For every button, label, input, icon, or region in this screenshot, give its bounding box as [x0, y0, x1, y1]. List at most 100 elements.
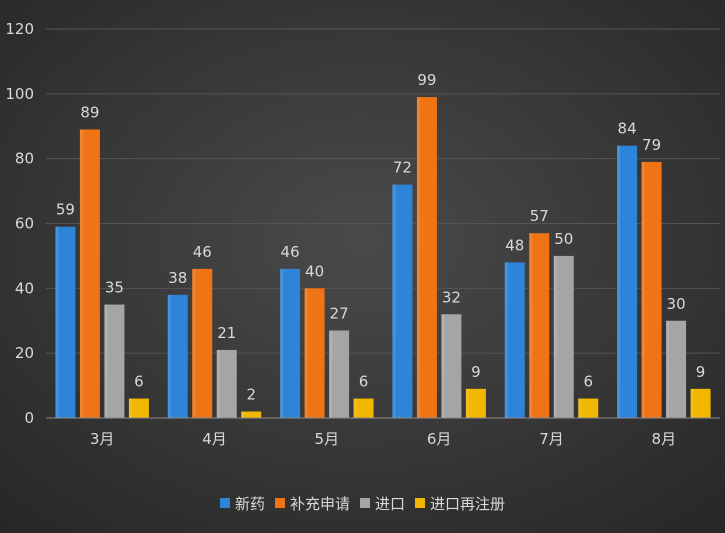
- bar: [529, 233, 550, 418]
- bar-highlight: [304, 288, 308, 418]
- bar: [617, 145, 638, 418]
- bar: [167, 294, 188, 418]
- bar-highlight: [504, 262, 508, 418]
- data-label: 72: [393, 159, 412, 177]
- bar-highlight: [55, 226, 59, 418]
- x-axis: 3月 4月 5月 6月 7月 8月: [46, 417, 720, 448]
- bar: [392, 184, 413, 418]
- data-label: 21: [217, 324, 236, 342]
- bar: [553, 255, 574, 418]
- bar-highlight: [128, 398, 132, 418]
- y-tick-label: 60: [15, 215, 34, 233]
- bar: [441, 314, 462, 418]
- bar-highlight: [617, 145, 621, 418]
- data-label: 57: [530, 207, 549, 225]
- bar-highlight: [529, 233, 533, 418]
- gridlines: [46, 28, 720, 354]
- bar-highlight: [441, 314, 445, 418]
- x-tick-label: 3月: [90, 430, 115, 448]
- bar-highlight: [553, 255, 557, 418]
- bar: [216, 349, 237, 418]
- bar-highlight: [641, 161, 645, 419]
- data-label: 84: [618, 120, 637, 138]
- bar-highlight: [465, 388, 469, 418]
- x-tick-label: 8月: [652, 430, 677, 448]
- bar-highlight: [241, 411, 245, 418]
- bar-highlight: [280, 268, 284, 418]
- bar: [578, 398, 599, 418]
- data-label: 6: [134, 373, 144, 391]
- data-label: 9: [471, 363, 481, 381]
- data-label: 30: [667, 295, 686, 313]
- bar: [55, 226, 76, 418]
- data-label: 35: [105, 279, 124, 297]
- data-label: 40: [305, 262, 324, 280]
- bar: [465, 388, 486, 418]
- y-tick-label: 120: [5, 20, 34, 38]
- y-tick-label: 20: [15, 344, 34, 362]
- bar: [79, 129, 100, 418]
- data-label: 27: [330, 304, 349, 322]
- bar: [104, 304, 125, 418]
- y-tick-label: 100: [5, 85, 34, 103]
- x-tick-label: 5月: [315, 430, 340, 448]
- legend-label: 新药: [235, 495, 265, 513]
- bar: [304, 288, 325, 418]
- data-label: 89: [80, 103, 99, 121]
- bar-highlight: [666, 320, 670, 418]
- data-label: 48: [505, 236, 524, 254]
- bar: [329, 330, 350, 418]
- bar-highlight: [353, 398, 357, 418]
- data-label: 32: [442, 288, 461, 306]
- data-label: 6: [359, 373, 369, 391]
- bar-highlight: [329, 330, 333, 418]
- legend-swatch: [275, 498, 285, 508]
- data-label: 2: [246, 386, 256, 404]
- y-axis: 0 20 40 60 80 100 120: [5, 20, 34, 427]
- bar: [128, 398, 149, 418]
- data-label: 46: [193, 243, 212, 261]
- data-label: 46: [281, 243, 300, 261]
- bar-highlight: [167, 294, 171, 418]
- data-label: 99: [417, 71, 436, 89]
- bar-highlight: [690, 388, 694, 418]
- bar: [241, 411, 262, 418]
- bar-highlight: [79, 129, 83, 418]
- data-label: 50: [554, 230, 573, 248]
- bar: [690, 388, 711, 418]
- bar-highlight: [578, 398, 582, 418]
- bar-highlight: [104, 304, 108, 418]
- data-labels: 59 89 35 6 38 46 21 2 46 40 27 6 72 99 32 9 48 57 50 6 84 79 3…: [56, 71, 705, 403]
- y-tick-label: 0: [24, 409, 34, 427]
- legend-label: 进口: [375, 495, 405, 513]
- x-tick-label: 4月: [202, 430, 227, 448]
- x-tick-label: 7月: [539, 430, 564, 448]
- data-label: 38: [168, 269, 187, 287]
- bar-highlight: [192, 268, 196, 418]
- legend-swatch: [220, 498, 230, 508]
- bar-highlight: [392, 184, 396, 418]
- legend: 新药 补充申请 进口 进口再注册: [220, 495, 505, 513]
- legend-label: 补充申请: [290, 495, 350, 513]
- data-label: 59: [56, 201, 75, 219]
- legend-swatch: [360, 498, 370, 508]
- data-label: 6: [583, 373, 593, 391]
- bar-highlight: [416, 97, 420, 418]
- bar: [280, 268, 301, 418]
- data-label: 79: [642, 136, 661, 154]
- data-label: 9: [696, 363, 706, 381]
- bar-highlight: [216, 349, 220, 418]
- bars: [55, 97, 711, 419]
- y-tick-label: 40: [15, 279, 34, 297]
- bar: [666, 320, 687, 418]
- x-tick-label: 6月: [427, 430, 452, 448]
- bar: [641, 161, 662, 419]
- bar: [353, 398, 374, 418]
- y-tick-label: 80: [15, 150, 34, 168]
- legend-swatch: [415, 498, 425, 508]
- legend-label: 进口再注册: [430, 495, 505, 513]
- bar: [504, 262, 525, 418]
- bar: [192, 268, 213, 418]
